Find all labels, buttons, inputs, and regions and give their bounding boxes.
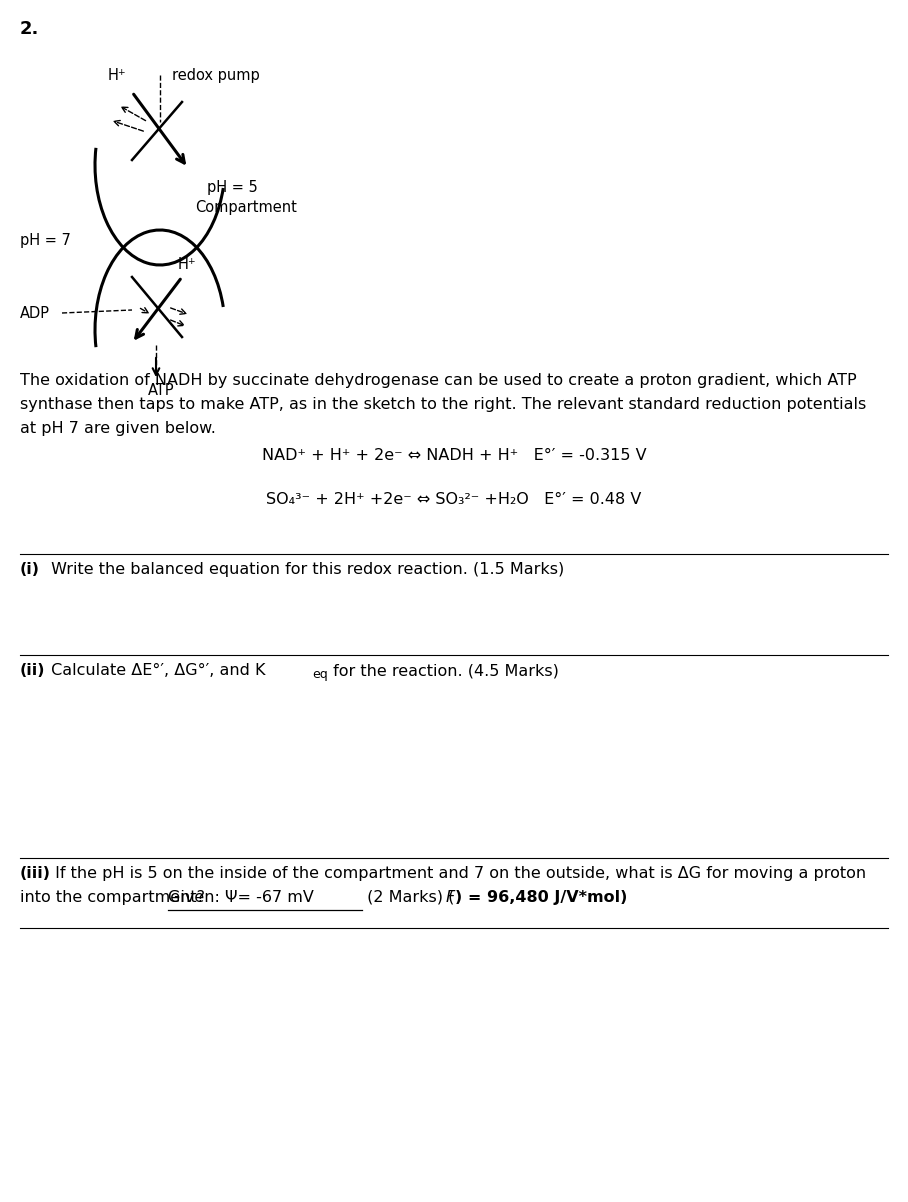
Text: (2 Marks) (: (2 Marks) ( bbox=[362, 889, 454, 905]
Text: pH = 5: pH = 5 bbox=[207, 180, 258, 195]
Text: NAD⁺ + H⁺ + 2e⁻ ⇔ NADH + H⁺   E°′ = -0.315 V: NAD⁺ + H⁺ + 2e⁻ ⇔ NADH + H⁺ E°′ = -0.315… bbox=[262, 448, 646, 463]
Text: pH = 7: pH = 7 bbox=[20, 232, 71, 248]
Text: eq: eq bbox=[312, 668, 328, 682]
Text: If the pH is 5 on the inside of the compartment and 7 on the outside, what is ΔG: If the pH is 5 on the inside of the comp… bbox=[50, 865, 866, 881]
Text: Calculate ΔE°′, ΔG°′, and K: Calculate ΔE°′, ΔG°′, and K bbox=[46, 664, 265, 678]
Text: The oxidation of NADH by succinate dehydrogenase can be used to create a proton : The oxidation of NADH by succinate dehyd… bbox=[20, 373, 856, 388]
Text: (i): (i) bbox=[20, 563, 40, 577]
Text: Given: Ψ= -67 mV: Given: Ψ= -67 mV bbox=[168, 889, 314, 905]
Text: H⁺: H⁺ bbox=[178, 257, 197, 272]
Text: synthase then taps to make ATP, as in the sketch to the right. The relevant stan: synthase then taps to make ATP, as in th… bbox=[20, 397, 866, 412]
Text: into the compartment?: into the compartment? bbox=[20, 889, 210, 905]
Text: (iii): (iii) bbox=[20, 865, 51, 881]
Text: (ii): (ii) bbox=[20, 664, 45, 678]
Text: ADP: ADP bbox=[20, 305, 50, 321]
Text: redox pump: redox pump bbox=[172, 69, 260, 83]
Text: F: F bbox=[446, 889, 455, 905]
Text: Compartment: Compartment bbox=[195, 200, 297, 215]
Text: Write the balanced equation for this redox reaction. (1.5 Marks): Write the balanced equation for this red… bbox=[46, 563, 564, 577]
Text: ) = 96,480 J/V*mol): ) = 96,480 J/V*mol) bbox=[455, 889, 627, 905]
Text: at pH 7 are given below.: at pH 7 are given below. bbox=[20, 421, 216, 436]
Text: for the reaction. (4.5 Marks): for the reaction. (4.5 Marks) bbox=[328, 664, 559, 678]
Text: ATP: ATP bbox=[148, 383, 174, 398]
Text: SO₄³⁻ + 2H⁺ +2e⁻ ⇔ SO₃²⁻ +H₂O   E°′ = 0.48 V: SO₄³⁻ + 2H⁺ +2e⁻ ⇔ SO₃²⁻ +H₂O E°′ = 0.48… bbox=[266, 492, 642, 507]
Text: 2.: 2. bbox=[20, 20, 39, 38]
Text: H⁺: H⁺ bbox=[108, 69, 126, 83]
